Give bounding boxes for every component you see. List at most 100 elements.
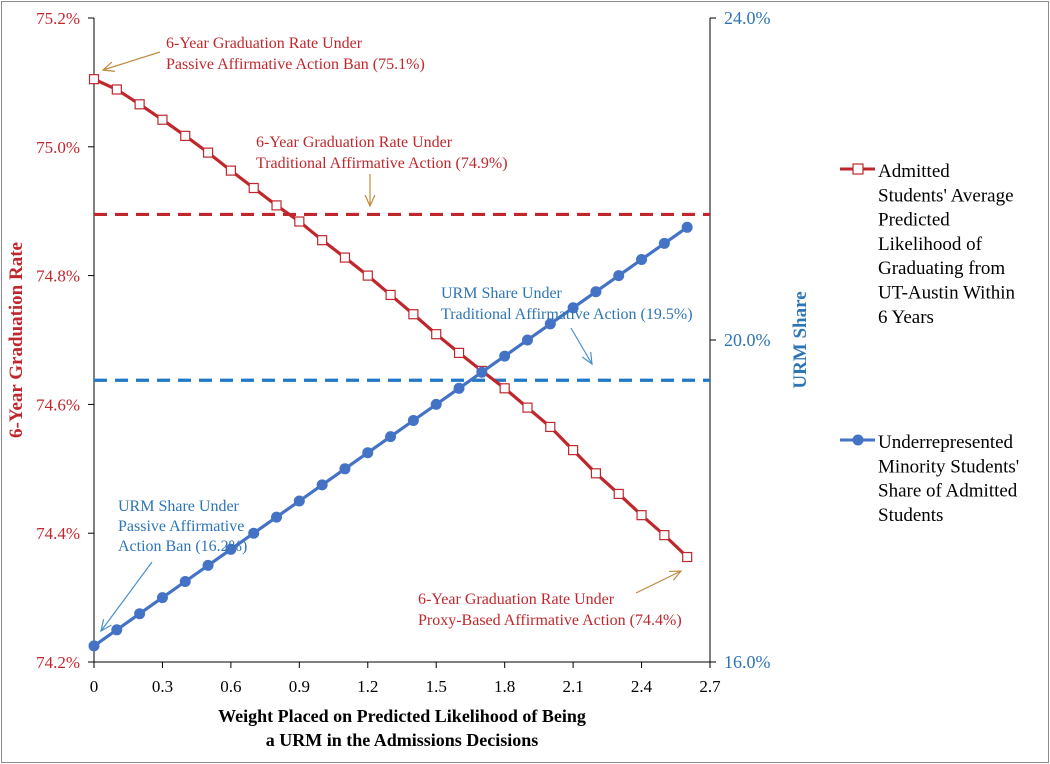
arrow-passive-ban-urm-share xyxy=(100,561,153,632)
annotation-traditional-grad-rate: 6-Year Graduation Rate Under xyxy=(256,134,453,151)
graduation-rate-point xyxy=(568,445,579,456)
graduation-rate-point xyxy=(522,402,533,413)
urm-share-point xyxy=(590,286,602,298)
graduation-rate-point xyxy=(408,309,419,320)
x-axis-title-line: Weight Placed on Predicted Likelihood of… xyxy=(218,706,586,726)
graduation-rate-point xyxy=(339,252,351,263)
urm-share-point xyxy=(156,592,168,604)
x-tick-label: 1.2 xyxy=(357,677,378,696)
urm-share-point xyxy=(362,447,374,459)
x-tick-label: 0.6 xyxy=(220,677,241,696)
y-left-axis-title: 6-Year Graduation Rate xyxy=(6,242,27,438)
annotation-proxy-grad-rate: 6-Year Graduation Rate Under xyxy=(418,591,615,608)
annotation-passive-ban-urm-share: URM Share Under xyxy=(118,498,240,515)
graduation-rate-point xyxy=(88,74,100,85)
urm-share-point xyxy=(407,415,419,426)
y-right-tick-label: 16.0% xyxy=(724,652,771,672)
y-left-tick-label: 74.6% xyxy=(36,395,80,414)
y-left-tick-label: 74.4% xyxy=(36,524,80,543)
annotation-passive-ban-urm-share: Passive Affirmative xyxy=(118,518,244,535)
arrow-passive-ban-urm-share-head xyxy=(100,619,112,633)
graduation-rate-point xyxy=(225,165,236,176)
y-right-axis-title: URM Share xyxy=(790,291,811,388)
legend-label-urm-share: Share of Admitted xyxy=(878,481,1018,502)
urm-share-point xyxy=(271,511,283,523)
urm-share-point xyxy=(567,302,579,314)
urm-share-point xyxy=(111,624,123,636)
graduation-rate-point xyxy=(180,130,191,141)
legend-label-graduation-rate: UT-Austin Within xyxy=(878,283,1015,304)
annotation-traditional-urm-share: Traditional Affirmative Action (19.5%) xyxy=(441,306,693,323)
annotation-traditional-urm-share: URM Share Under xyxy=(441,285,563,302)
arrow-proxy-grad-rate-head xyxy=(668,570,683,581)
legend-label-graduation-rate: Graduating from xyxy=(878,258,1005,279)
urm-share-point xyxy=(385,431,397,443)
x-tick-label: 2.7 xyxy=(699,677,721,696)
urm-share-point xyxy=(248,527,260,539)
urm-share-point xyxy=(453,382,465,394)
x-tick-label: 1.5 xyxy=(426,677,447,696)
urm-share-point xyxy=(499,350,511,362)
arrow-traditional-urm-share-head xyxy=(581,352,593,366)
urm-share-point xyxy=(636,254,648,265)
annotation-passive-ban-urm-share: Action Ban (16.2%) xyxy=(118,538,247,555)
y-right-tick-label: 24.0% xyxy=(724,8,771,28)
urm-share-point xyxy=(476,366,488,378)
arrow-passive-ban-grad-rate xyxy=(102,51,161,71)
graduation-rate-point xyxy=(271,200,282,211)
y-right-tick-label: 20.0% xyxy=(724,330,771,350)
x-tick-label: 2.1 xyxy=(562,677,583,696)
urm-share-point xyxy=(339,463,351,475)
graduation-rate-point xyxy=(431,329,442,340)
graduation-rate-point xyxy=(545,421,556,433)
graduation-rate-point xyxy=(659,530,670,541)
graduation-rate-point xyxy=(613,488,624,500)
legend-label-graduation-rate: 6 Years xyxy=(878,307,934,328)
urm-share-point xyxy=(613,270,625,282)
legend-label-urm-share: Underrepresented xyxy=(878,432,1014,453)
urm-share-point xyxy=(430,398,442,410)
annotation-traditional-grad-rate: Traditional Affirmative Action (74.9%) xyxy=(256,155,508,172)
urm-share-point xyxy=(521,334,533,346)
x-tick-label: 0.9 xyxy=(289,677,310,696)
x-tick-label: 2.4 xyxy=(631,677,653,696)
legend-label-graduation-rate: Admitted xyxy=(878,161,950,182)
x-tick-label: 0 xyxy=(90,677,99,696)
graduation-rate-point xyxy=(134,99,145,110)
y-left-tick-label: 74.8% xyxy=(36,267,80,286)
urm-share-point xyxy=(202,559,214,571)
graduation-rate-point xyxy=(636,510,647,521)
arrow-proxy-grad-rate xyxy=(635,570,682,594)
annotation-proxy-grad-rate: Proxy-Based Affirmative Action (74.4%) xyxy=(418,612,682,629)
graduation-rate-point xyxy=(362,270,373,281)
y-left-tick-label: 75.0% xyxy=(36,138,80,157)
graduation-rate-point xyxy=(202,147,214,158)
annotation-passive-ban-grad-rate: 6-Year Graduation Rate Under xyxy=(166,35,363,52)
arrow-passive-ban-grad-rate-head xyxy=(101,61,115,72)
y-left-tick-label: 75.2% xyxy=(36,9,80,28)
x-tick-label: 1.8 xyxy=(494,677,515,696)
arrow-traditional-urm-share xyxy=(570,327,593,365)
graduation-rate-point xyxy=(499,383,510,394)
legend-marker-urm-share xyxy=(852,434,864,446)
graduation-rate-point xyxy=(248,182,259,194)
urm-share-point xyxy=(225,543,237,555)
urm-share-point xyxy=(544,318,556,330)
annotation-passive-ban-grad-rate: Passive Affirmative Action Ban (75.1%) xyxy=(166,56,425,73)
graduation-rate-point xyxy=(157,114,168,125)
urm-share-point xyxy=(681,221,693,233)
legend-label-graduation-rate: Predicted xyxy=(878,210,950,231)
legend-marker-graduation-rate xyxy=(852,163,864,175)
urm-share-point xyxy=(179,576,191,587)
y-left-tick-label: 74.2% xyxy=(36,653,80,672)
graduation-rate-point xyxy=(682,551,693,563)
legend-label-graduation-rate: Likelihood of xyxy=(878,234,983,255)
legend-label-urm-share: Students xyxy=(878,505,943,526)
x-tick-label: 0.3 xyxy=(152,677,173,696)
graduation-rate-point xyxy=(294,216,305,227)
graduation-rate-point xyxy=(111,84,122,95)
graduation-rate-point xyxy=(590,468,602,479)
legend-label-graduation-rate: Students' Average xyxy=(878,185,1014,206)
graduation-rate-point xyxy=(317,235,328,246)
